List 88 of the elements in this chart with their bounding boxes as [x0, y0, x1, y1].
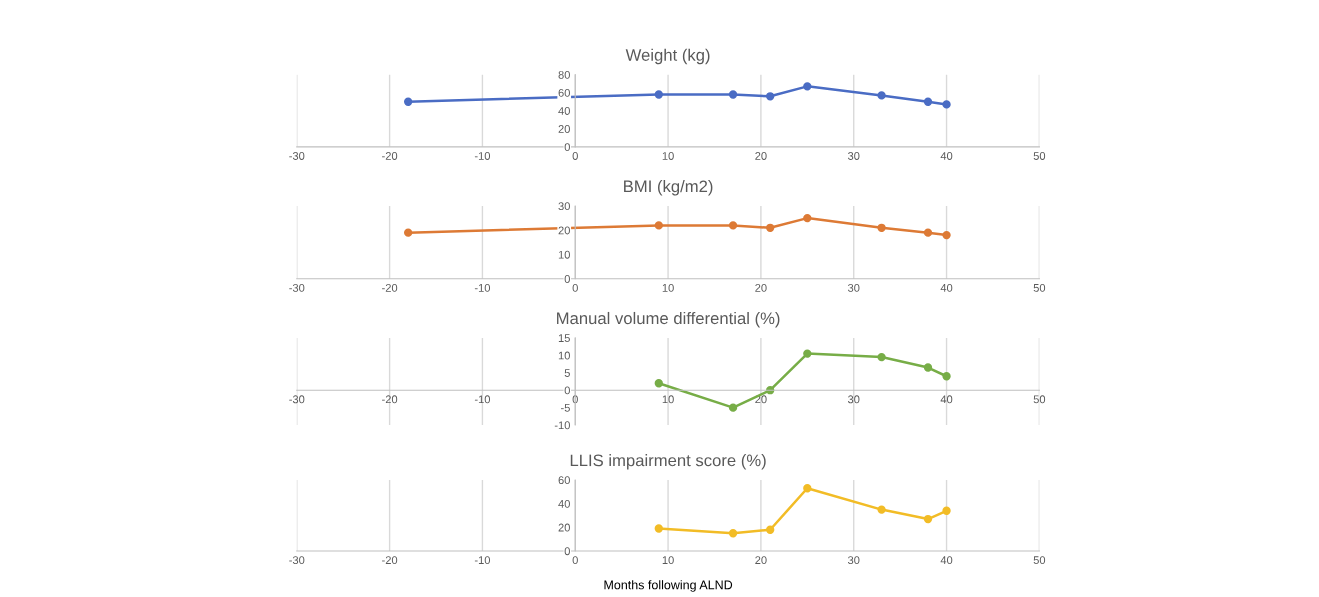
y-tick-label: 30	[558, 202, 570, 211]
point	[728, 221, 738, 230]
x-tick-label: -20	[382, 283, 398, 292]
point	[942, 506, 951, 515]
point	[654, 221, 663, 230]
x-tick-label: -10	[474, 395, 491, 404]
chart-title: BMI (kg/m2)	[624, 180, 713, 196]
x-tick-label: 40	[940, 395, 953, 404]
point	[654, 524, 663, 533]
y-tick-label: 60	[558, 476, 570, 485]
x-tick-label: 0	[572, 395, 578, 404]
y-tick-label: 40	[558, 107, 570, 115]
point	[923, 514, 933, 524]
y-tick-label: 15	[558, 334, 570, 343]
point	[942, 230, 951, 240]
y-tick-label: 40	[558, 499, 570, 508]
point	[803, 349, 812, 358]
x-tick-label: 30	[847, 556, 860, 565]
x-tick-label: 10	[662, 152, 674, 160]
x-tick-label: -10	[474, 283, 491, 292]
point	[766, 223, 775, 232]
point	[404, 228, 413, 237]
x-tick-label: 50	[1033, 152, 1046, 160]
x-tick-label: 30	[847, 395, 860, 404]
x-tick-label: -30	[289, 152, 305, 160]
y-tick-label: 0	[564, 143, 570, 151]
point	[728, 90, 738, 99]
x-tick-label: 50	[1033, 395, 1046, 404]
x-tick-label: 0	[572, 556, 578, 565]
x-tick-label: 10	[662, 395, 674, 404]
point	[803, 484, 812, 493]
y-tick-label: 0	[564, 547, 570, 556]
point	[877, 352, 886, 362]
y-tick-label: 10	[558, 250, 570, 259]
x-tick-label: -20	[382, 395, 398, 404]
x-tick-label: 20	[755, 283, 767, 292]
x-tick-label: -30	[289, 556, 305, 565]
point	[923, 97, 933, 106]
x-tick-label: 50	[1033, 556, 1046, 565]
point	[728, 403, 738, 412]
point	[404, 97, 413, 106]
x-tick-label: 40	[940, 556, 953, 565]
point	[803, 213, 812, 223]
y-tick-label: -10	[554, 421, 570, 430]
y-tick-label: 60	[558, 88, 570, 97]
x-tick-label: 20	[755, 556, 767, 565]
point	[942, 372, 951, 381]
x-tick-label: 40	[940, 152, 953, 160]
x-tick-label: 30	[847, 283, 860, 292]
y-tick-label: 80	[558, 70, 570, 79]
point	[877, 223, 886, 232]
y-tick-label: 10	[558, 351, 570, 360]
point	[766, 92, 775, 101]
x-tick-label: -30	[289, 395, 305, 404]
x-tick-label: 10	[662, 283, 674, 292]
y-tick-label: 0	[564, 275, 570, 283]
x-tick-label: 10	[662, 556, 674, 565]
x-axis-title: Months following ALND	[604, 580, 733, 592]
x-tick-label: 40	[940, 283, 953, 292]
x-tick-label: 20	[755, 152, 767, 160]
point	[877, 505, 886, 514]
x-tick-label: -30	[289, 283, 305, 292]
x-tick-label: 30	[847, 152, 860, 160]
point	[942, 100, 951, 109]
x-tick-label: -20	[382, 152, 398, 160]
chart-title: LLIS impairment score (%)	[570, 454, 766, 470]
point	[803, 82, 812, 91]
y-tick-label: 20	[558, 523, 570, 532]
y-tick-label: -5	[561, 404, 570, 412]
x-tick-label: -10	[474, 152, 491, 160]
point	[766, 525, 775, 534]
point	[877, 91, 886, 100]
point	[923, 228, 933, 237]
point	[728, 529, 738, 538]
y-tick-label: 5	[564, 369, 570, 377]
point	[923, 363, 933, 372]
point	[654, 90, 663, 99]
x-tick-label: -20	[382, 556, 398, 565]
point	[654, 379, 663, 388]
chart-title: Manual volume differential (%)	[557, 311, 780, 328]
chart-title: Weight (kg)	[625, 48, 710, 65]
x-tick-label: 50	[1033, 283, 1046, 292]
x-tick-label: 0	[572, 152, 578, 160]
x-tick-label: 0	[572, 283, 578, 292]
y-tick-label: 0	[564, 386, 570, 395]
x-tick-label: -10	[474, 556, 491, 565]
y-tick-label: 20	[558, 125, 570, 133]
y-tick-label: 20	[558, 226, 570, 235]
